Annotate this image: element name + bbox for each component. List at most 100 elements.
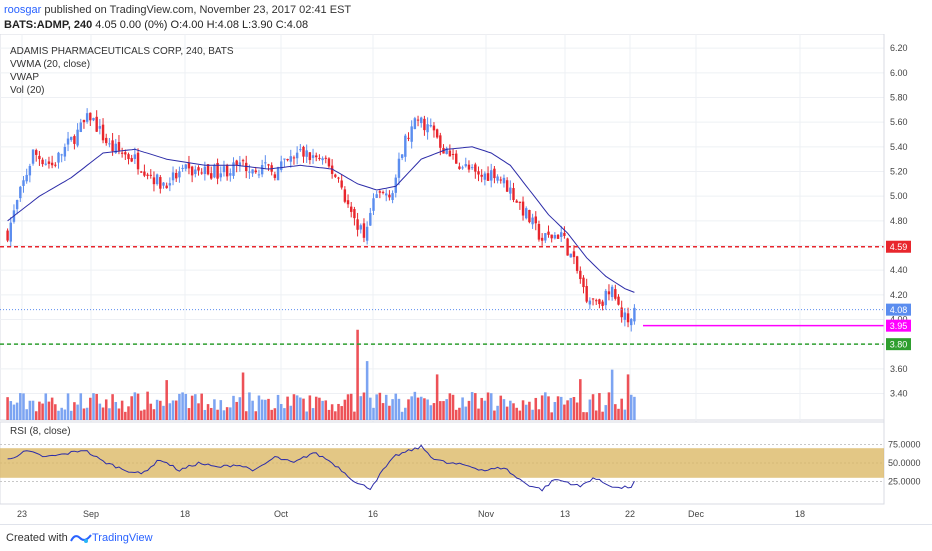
volume-bar	[89, 397, 92, 420]
volume-bar	[340, 406, 343, 420]
candle-body	[155, 174, 159, 185]
volume-bar	[314, 396, 318, 420]
volume-bar	[585, 412, 588, 420]
candle-body	[346, 200, 350, 205]
volume-bar	[194, 394, 197, 420]
volume-bar	[22, 393, 25, 420]
rsi-pane[interactable]: RSI (8, close) 75.0000 50.0000 25.0000	[0, 421, 921, 505]
candle-body	[187, 163, 191, 169]
time-axis[interactable]: 23 Sep 18 Oct 16 Nov 13 22 Dec 18	[0, 503, 884, 519]
candle-body	[461, 167, 464, 169]
candle-body	[206, 164, 210, 175]
volume-bar	[540, 395, 544, 420]
volume-bar	[575, 402, 579, 420]
volume-bar	[295, 395, 299, 420]
volume-bar	[518, 410, 522, 420]
candle-body	[63, 146, 67, 157]
candle-body	[413, 118, 417, 130]
volume-bar	[461, 397, 464, 420]
volume-bar	[620, 398, 623, 420]
volume-bar	[181, 392, 184, 420]
x-tick-label: 13	[560, 509, 570, 519]
candle-body	[337, 177, 340, 179]
candle-body	[25, 174, 28, 182]
candle-body	[299, 149, 302, 151]
volume-bar	[305, 411, 308, 420]
candle-body	[630, 318, 633, 326]
y-tick-label: 3.40	[890, 389, 908, 399]
candle-body	[509, 187, 512, 194]
volume-bar	[146, 391, 149, 420]
volume-bar	[426, 399, 429, 420]
candle-body	[19, 186, 22, 199]
candle-body	[350, 206, 353, 212]
horizontal-lines	[0, 245, 884, 345]
volume-bar	[601, 411, 604, 420]
created-with-label: Created with	[6, 532, 68, 544]
volume-bar	[439, 401, 442, 420]
candle-body	[426, 124, 429, 133]
candle-body	[607, 291, 611, 295]
candle-body	[359, 225, 362, 230]
candle-body	[334, 174, 337, 177]
price-axis[interactable]: 6.206.005.805.605.405.205.004.804.604.40…	[883, 34, 932, 504]
volume-bar	[127, 406, 130, 420]
volume-bar	[607, 392, 611, 420]
candle-body	[496, 176, 499, 181]
volume-bar	[407, 399, 410, 420]
candle-body	[251, 169, 254, 174]
volume-bar	[544, 392, 547, 420]
candle-body	[50, 162, 54, 166]
volume-bar	[330, 404, 334, 420]
candle-body	[410, 126, 413, 142]
volume-bar	[238, 397, 242, 420]
tradingview-logo-icon[interactable]	[70, 531, 92, 545]
volume-bar	[178, 393, 181, 420]
candle-body	[327, 158, 331, 167]
candle-body	[79, 122, 82, 133]
volume-bar	[264, 399, 267, 420]
candle-body	[502, 177, 506, 184]
candle-body	[283, 158, 286, 160]
x-tick-label: Nov	[478, 509, 495, 519]
x-tick-label: Oct	[274, 509, 289, 519]
x-tick-label: 22	[625, 509, 635, 519]
candle-body	[515, 200, 518, 203]
legend-vol: Vol (20)	[10, 85, 44, 96]
volume-bar	[206, 404, 210, 420]
volume-bar	[229, 407, 232, 420]
volume-bar	[346, 394, 350, 420]
volume-bar	[384, 394, 388, 420]
volume-bar	[591, 394, 595, 420]
candle-body	[159, 177, 162, 189]
legend-vwap: VWAP	[10, 72, 39, 83]
volume-bar	[563, 404, 566, 420]
candle-body	[423, 118, 426, 131]
candle-body	[407, 137, 410, 139]
price-label: 3.95	[890, 321, 908, 331]
volume-bar	[76, 404, 79, 420]
candle-body	[321, 158, 324, 161]
main-pane[interactable]: ADAMIS PHARMACEUTICALS CORP, 240, BATS V…	[0, 34, 885, 504]
volume-bar	[445, 399, 448, 420]
candle-body	[633, 307, 636, 322]
price-label: 4.08	[890, 305, 908, 315]
candle-body	[362, 223, 366, 238]
volume-bar	[413, 391, 417, 420]
candle-body	[356, 219, 359, 230]
candle-body	[213, 164, 216, 178]
price-chart[interactable]: ADAMIS PHARMACEUTICALS CORP, 240, BATS V…	[0, 34, 932, 524]
volume-bar	[435, 374, 439, 420]
author-link[interactable]: roosgar	[4, 4, 42, 16]
volume-bar	[289, 405, 293, 420]
volume-bar	[124, 411, 127, 420]
candle-body	[200, 172, 203, 174]
candle-body	[470, 167, 474, 169]
candle-body	[448, 150, 452, 157]
candle-body	[190, 166, 194, 176]
candle-body	[537, 223, 541, 240]
chart-title: ADAMIS PHARMACEUTICALS CORP, 240, BATS	[10, 46, 234, 57]
candle-body	[397, 158, 401, 178]
volume-bar	[73, 402, 76, 420]
tradingview-link[interactable]: TradingView	[92, 532, 153, 544]
